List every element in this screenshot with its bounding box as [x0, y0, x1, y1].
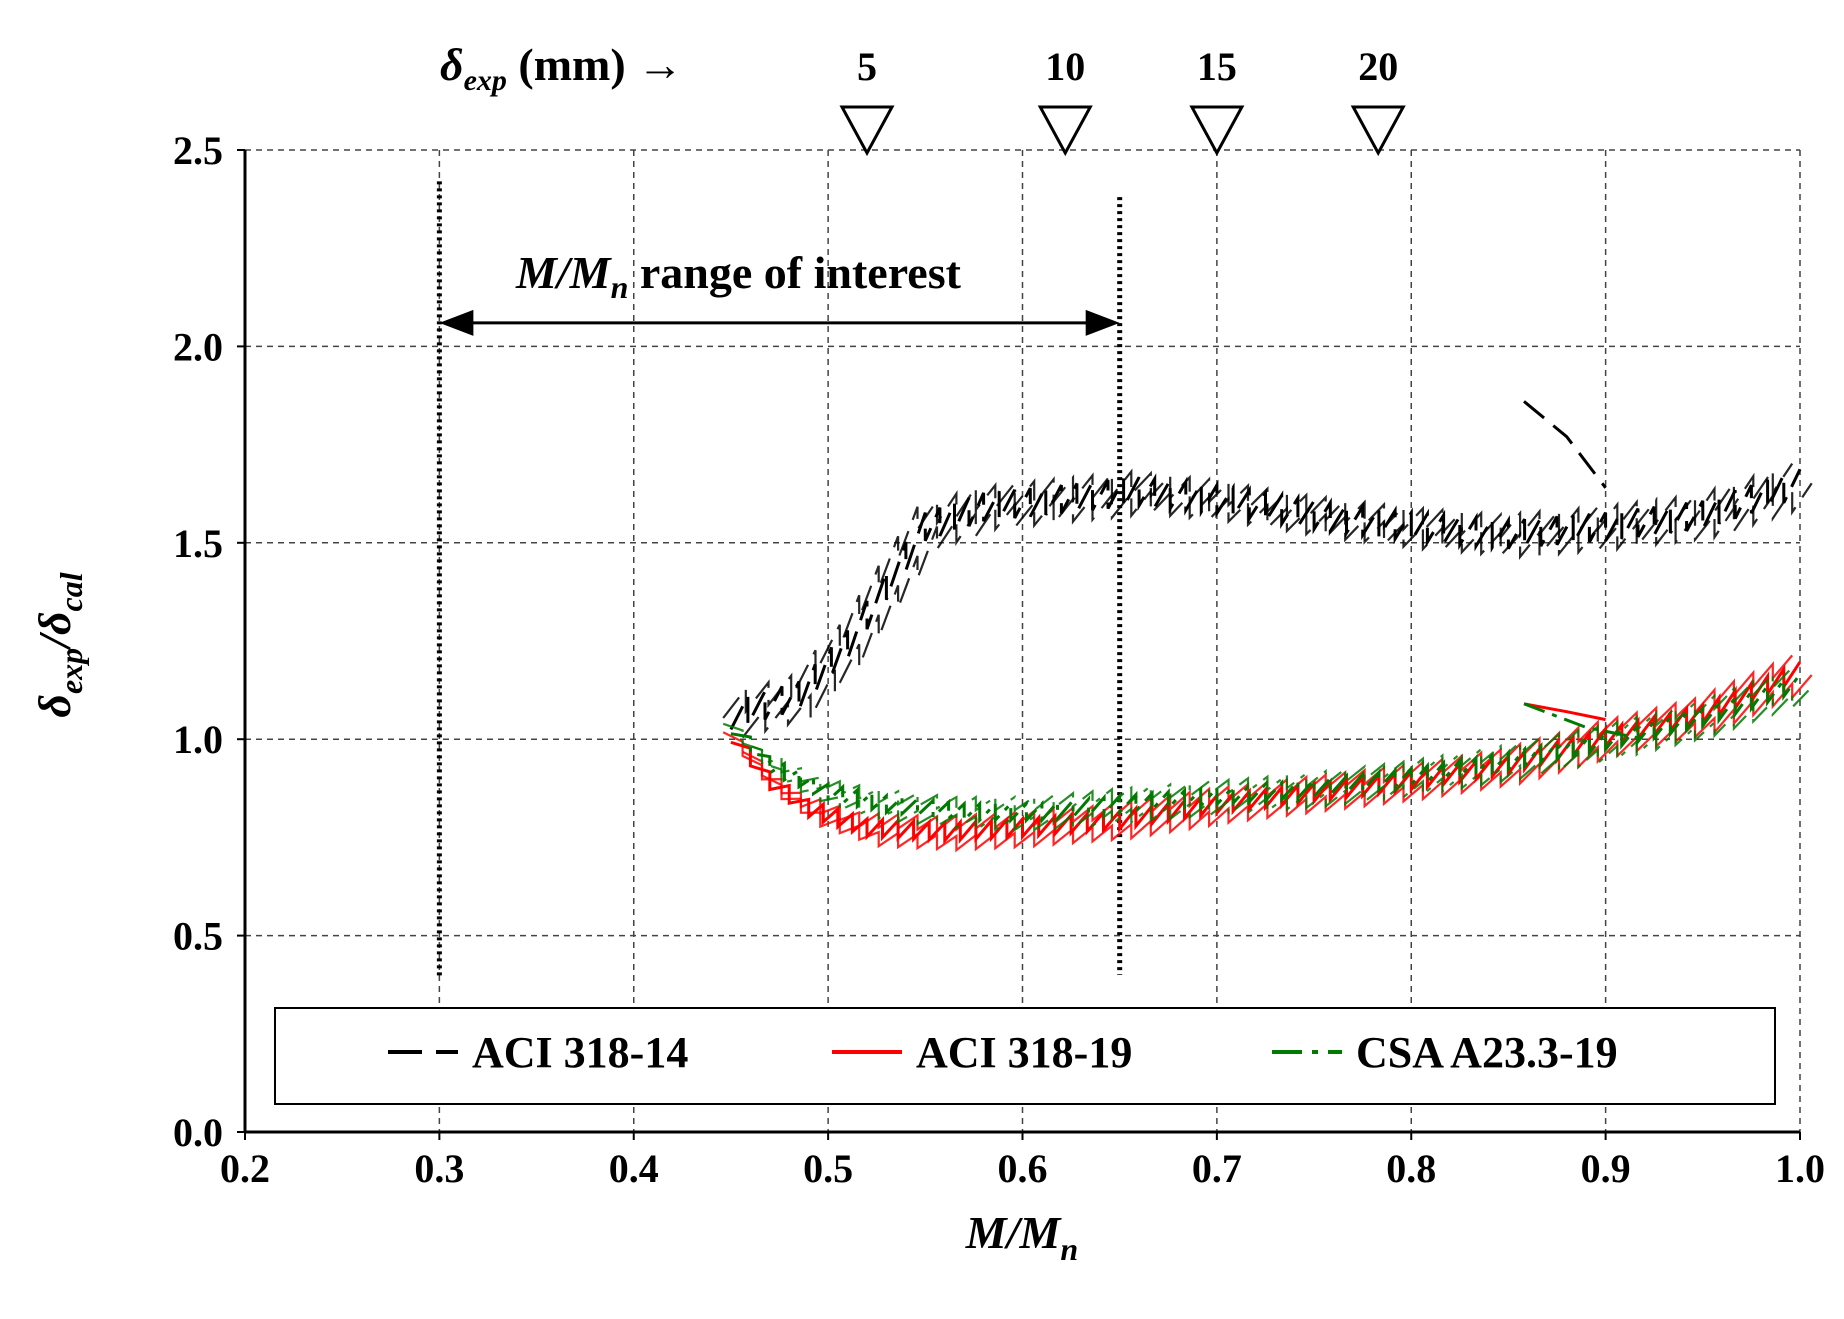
- top-axis-markers: 5 10 15 20: [839, 44, 1406, 157]
- y-tick-label: 2.0: [173, 324, 223, 369]
- top-marker-label: 10: [1045, 44, 1085, 89]
- range-of-interest-label: M/Mn range of interest: [515, 247, 962, 305]
- top-marker-triangle: [1189, 105, 1245, 157]
- legend-label-csa-a23-3-19: CSA A23.3-19: [1356, 1028, 1618, 1077]
- series-line: [1523, 702, 1645, 741]
- series-aci-318-14: [722, 400, 1813, 739]
- top-marker-triangle: [1037, 105, 1093, 157]
- x-axis-title: M/Mn: [965, 1207, 1078, 1267]
- series-line: [1523, 400, 1607, 489]
- x-tick-label: 0.2: [220, 1146, 270, 1191]
- series-line: [722, 666, 1793, 813]
- series-layer: [722, 400, 1813, 853]
- range-of-interest-bounds: [436, 181, 1123, 979]
- series-line: [1523, 702, 1606, 722]
- y-tick-labels: 0.0 0.5 1.0 1.5 2.0 2.5: [173, 128, 245, 1155]
- y-tick-label: 1.5: [173, 521, 223, 566]
- top-axis-label: δexp (mm) →: [440, 39, 683, 97]
- x-tick-label: 0.3: [414, 1146, 464, 1191]
- x-tick-label: 0.9: [1581, 1146, 1631, 1191]
- series-line: [742, 686, 1813, 833]
- y-tick-label: 0.5: [173, 914, 223, 959]
- series-line: [741, 482, 1813, 739]
- range-arrow-head-left: [439, 309, 474, 336]
- legend: ACI 318-14 ACI 318-19 CSA A23.3-19: [274, 1007, 1776, 1105]
- legend-box: [274, 1007, 1776, 1105]
- legend-label-aci-318-19: ACI 318-19: [916, 1028, 1132, 1077]
- series-line: [722, 462, 1794, 719]
- series-line: [730, 661, 1802, 845]
- x-tick-label: 0.4: [609, 1146, 659, 1191]
- y-tick-label: 0.0: [173, 1110, 223, 1155]
- series-line: [742, 674, 1813, 853]
- x-tick-label: 0.8: [1386, 1146, 1436, 1191]
- series-line: [722, 654, 1794, 833]
- x-tick-labels: 0.2 0.3 0.4 0.5 0.6 0.7 0.8 0.9 1.0: [220, 1132, 1825, 1191]
- x-tick-label: 1.0: [1775, 1146, 1825, 1191]
- range-of-interest-arrow: [439, 309, 1120, 336]
- legend-label-aci-318-14: ACI 318-14: [472, 1028, 688, 1077]
- x-tick-label: 0.5: [803, 1146, 853, 1191]
- range-arrow-head-right: [1085, 309, 1120, 336]
- top-marker-triangle: [1350, 105, 1406, 157]
- series-csa-a23-3-19: [722, 666, 1813, 833]
- y-tick-label: 1.0: [173, 717, 223, 762]
- top-marker-label: 15: [1197, 44, 1237, 89]
- grid: [245, 149, 1801, 1132]
- top-marker-label: 5: [857, 44, 877, 89]
- series-aci-318-19: [722, 654, 1813, 853]
- y-axis-title: δexp/δcal: [29, 572, 89, 717]
- top-marker-label: 20: [1358, 44, 1398, 89]
- y-tick-label: 2.5: [173, 128, 223, 173]
- x-tick-label: 0.7: [1192, 1146, 1242, 1191]
- x-tick-label: 0.6: [998, 1146, 1048, 1191]
- series-line: [730, 673, 1802, 825]
- top-marker-triangle: [839, 105, 895, 157]
